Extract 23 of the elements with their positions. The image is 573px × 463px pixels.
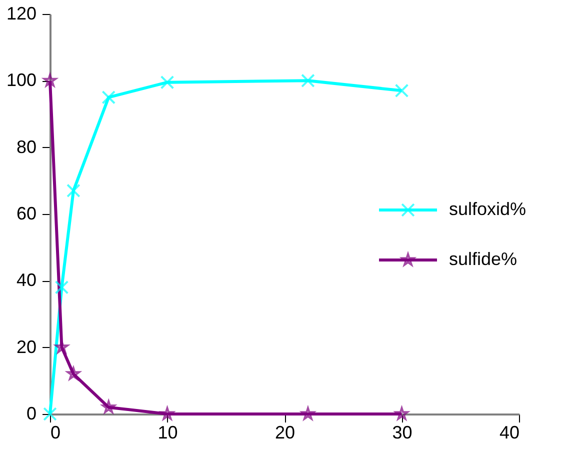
point	[55, 340, 68, 354]
point	[160, 75, 174, 90]
y-tick-label: 20	[16, 336, 36, 357]
y-tick-label: 100	[6, 70, 36, 90]
y-tick-label: 120	[6, 4, 36, 24]
point	[66, 184, 80, 198]
point	[102, 90, 116, 104]
y-tick-label: 0	[26, 404, 36, 424]
point	[54, 280, 69, 294]
y-tick-label: 80	[16, 136, 36, 157]
x-tick-label: 30	[392, 422, 412, 442]
point	[301, 74, 315, 88]
point	[394, 84, 409, 98]
legend-label: sulfide%	[449, 249, 518, 269]
legend-label: sulfoxid%	[449, 199, 526, 219]
point	[43, 74, 57, 86]
y-tick-label: 60	[16, 204, 36, 224]
y-tick-label: 40	[16, 270, 36, 290]
x-tick-label: 0	[50, 422, 61, 442]
x-tick-label: 20	[274, 422, 296, 442]
point	[43, 407, 57, 421]
x-tick-label: 40	[499, 422, 520, 442]
x-tick-label: 10	[158, 422, 178, 442]
